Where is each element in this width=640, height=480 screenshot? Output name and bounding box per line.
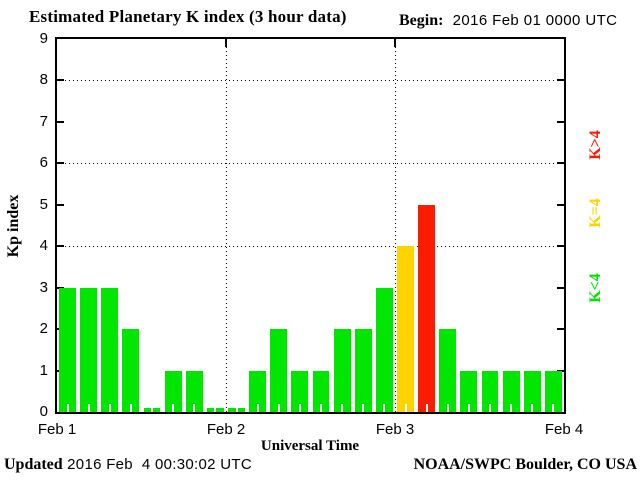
top-axis-tick (225, 39, 227, 47)
legend-label: K>4 (587, 130, 604, 160)
x-axis-minor-tick (362, 404, 365, 412)
kp-bar (354, 329, 372, 412)
legend-label: K=4 (587, 198, 604, 228)
x-axis-minor-tick (256, 404, 259, 412)
plot-area (55, 37, 566, 414)
kp-bar (481, 370, 499, 412)
kp-bar (270, 329, 288, 412)
kp-bar (397, 246, 414, 412)
x-axis-minor-tick (531, 404, 534, 412)
kp-bar (185, 370, 203, 412)
gridline-horizontal (57, 246, 564, 248)
x-axis-minor-tick (404, 404, 407, 412)
y-axis-tick-left (57, 120, 64, 123)
y-axis-tick-right (557, 203, 564, 206)
y-axis-tick-left (57, 286, 64, 289)
x-axis-minor-tick (425, 404, 428, 412)
y-axis-tick-right (557, 328, 564, 331)
kp-bar (122, 329, 140, 412)
x-axis-title: Universal Time (260, 438, 360, 454)
begin-label: Begin: (399, 12, 444, 29)
gridline-horizontal (57, 163, 564, 165)
kp-bar (59, 287, 76, 412)
legend-label: K<4 (587, 273, 604, 303)
updated-timestamp: Updated 2016 Feb 4 00:30:02 UTC (4, 456, 252, 474)
x-tick-label: Feb 1 (37, 421, 77, 438)
y-tick-label: 6 (39, 154, 48, 172)
y-axis-tick-right (557, 369, 564, 372)
y-tick-label: 0 (39, 403, 48, 420)
x-tick-label: Feb 4 (544, 421, 584, 438)
plot-inner (57, 39, 564, 412)
x-axis-minor-tick (129, 404, 132, 412)
chart-title: Estimated Planetary K index (3 hour data… (29, 7, 347, 26)
kp-bar (80, 287, 98, 412)
x-axis-minor-tick (277, 404, 280, 412)
y-axis-tick-left (57, 203, 64, 206)
x-tick-label: Feb 3 (375, 421, 415, 438)
x-axis-minor-tick (446, 404, 449, 412)
x-axis-minor-tick (298, 404, 301, 412)
y-tick-label: 1 (39, 361, 48, 379)
x-tick-label: Feb 2 (206, 421, 246, 438)
x-axis-minor-tick (552, 404, 555, 412)
x-axis-minor-tick (510, 404, 513, 412)
kp-bar (523, 370, 541, 412)
y-axis-tick-right (557, 120, 564, 123)
kp-bar (460, 370, 478, 412)
kp-bar (418, 204, 436, 412)
begin-time: Begin: 2016 Feb 01 0000 UTC (399, 12, 617, 30)
y-axis-tick-left (57, 162, 64, 165)
gridline-day-boundary (395, 39, 396, 412)
kp-bar (439, 329, 457, 412)
x-axis-minor-tick (172, 404, 175, 412)
kp-bar (544, 370, 562, 412)
x-axis-minor-tick (214, 404, 217, 412)
y-axis-tick-right (557, 79, 564, 82)
updated-label: Updated (4, 456, 63, 473)
y-axis-tick-right (557, 286, 564, 289)
kp-bar (375, 287, 393, 412)
y-tick-label: 8 (39, 71, 48, 89)
x-axis-minor-tick (341, 404, 344, 412)
x-axis-minor-tick (489, 404, 492, 412)
begin-value: 2016 Feb 01 0000 UTC (452, 12, 618, 29)
x-axis-minor-tick (66, 404, 69, 412)
kp-bar (291, 370, 309, 412)
credit-text: NOAA/SWPC Boulder, CO USA (413, 456, 637, 473)
kp-bar (502, 370, 520, 412)
x-axis-minor-tick (193, 404, 196, 412)
y-tick-label: 2 (39, 320, 48, 338)
x-axis-minor-tick (383, 404, 386, 412)
kp-bar (249, 370, 267, 412)
updated-value: 2016 Feb 4 00:30:02 UTC (67, 456, 252, 473)
kp-bar (312, 370, 330, 412)
y-tick-label: 9 (39, 30, 48, 47)
y-axis-tick-left (57, 79, 64, 82)
y-tick-label: 5 (39, 195, 48, 213)
kp-bar (101, 287, 119, 412)
y-tick-label: 7 (39, 112, 48, 130)
x-axis-minor-tick (108, 404, 111, 412)
y-axis-tick-right (557, 245, 564, 248)
y-axis-tick-right (557, 162, 564, 165)
y-tick-label: 3 (39, 278, 48, 296)
x-axis-minor-tick (320, 404, 323, 412)
gridline-day-boundary (226, 39, 227, 412)
top-axis-tick (394, 39, 396, 47)
x-axis-minor-tick (87, 404, 90, 412)
x-axis-minor-tick (235, 404, 238, 412)
kp-bar (164, 370, 182, 412)
kp-bar (333, 329, 351, 412)
y-axis-title: Kp index (5, 194, 22, 258)
x-axis-minor-tick (467, 404, 470, 412)
gridline-horizontal (57, 80, 564, 82)
y-axis-tick-left (57, 245, 64, 248)
x-axis-minor-tick (151, 404, 154, 412)
y-tick-label: 4 (39, 237, 48, 255)
